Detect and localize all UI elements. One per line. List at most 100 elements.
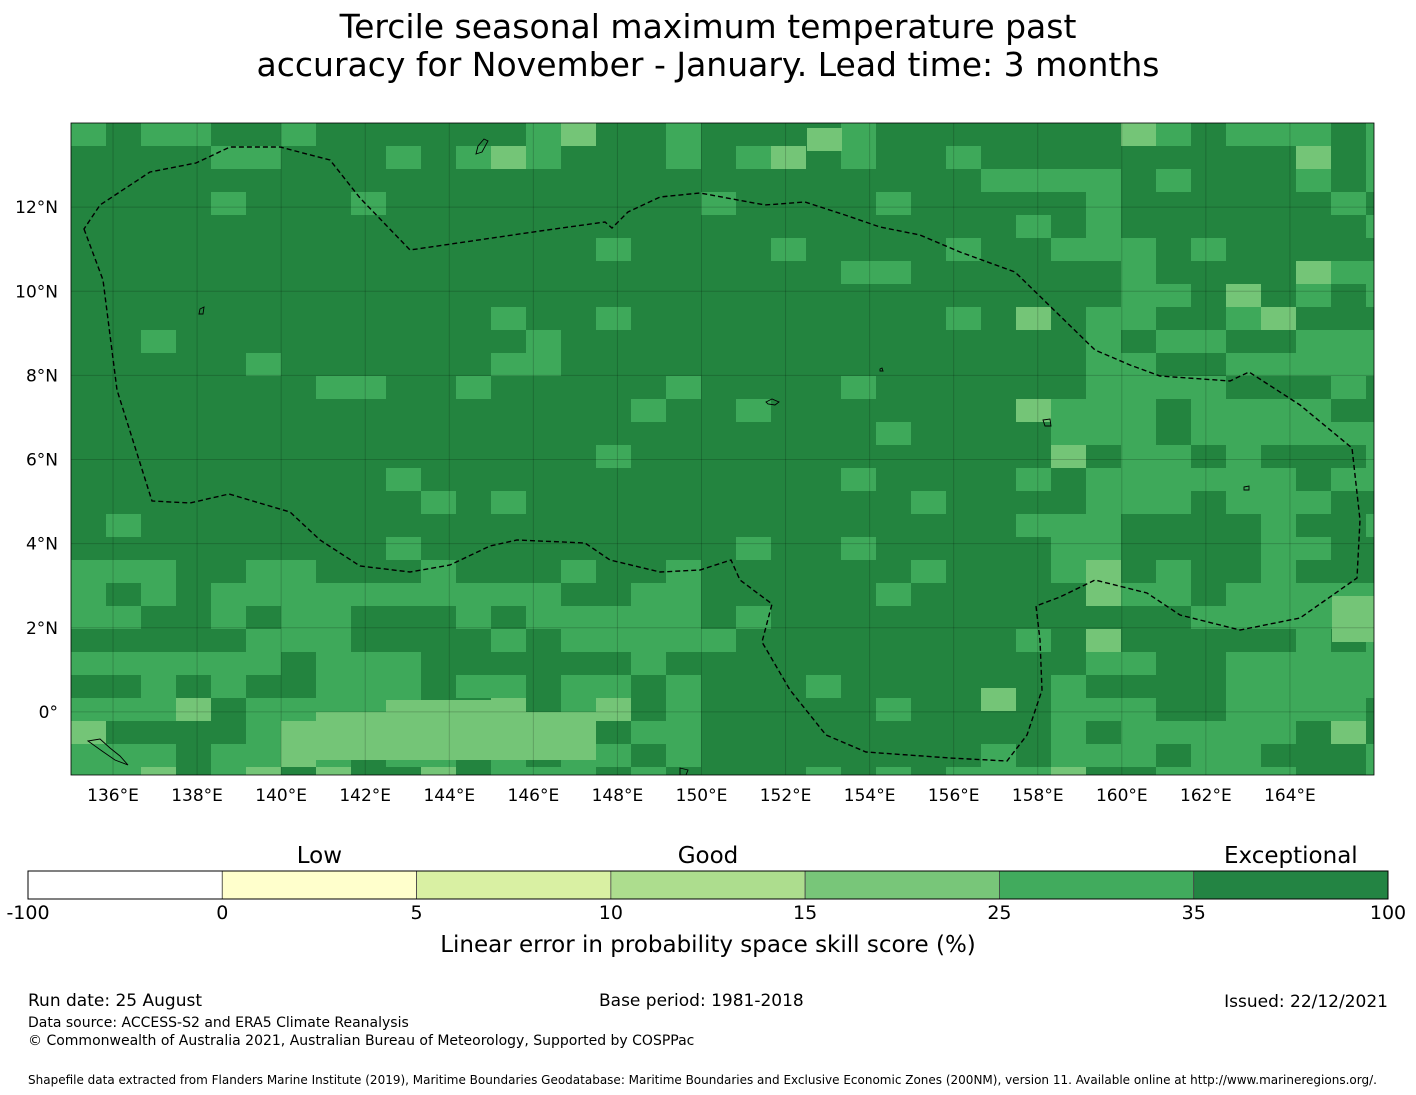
island-outline bbox=[765, 398, 780, 406]
skill-cell bbox=[1156, 330, 1191, 353]
skill-cell bbox=[71, 606, 106, 629]
skill-cell bbox=[1051, 721, 1086, 744]
skill-cell bbox=[1261, 422, 1296, 445]
skill-cell bbox=[1121, 123, 1156, 146]
y-tick-label: 10°N bbox=[15, 282, 58, 302]
skill-cell bbox=[1086, 330, 1121, 353]
skill-cell bbox=[491, 307, 526, 330]
skill-cell bbox=[1226, 698, 1261, 721]
skill-cell bbox=[1226, 284, 1261, 307]
skill-cell bbox=[631, 767, 666, 775]
skill-cell bbox=[1226, 123, 1261, 146]
x-tick-label: 142°E bbox=[339, 786, 391, 806]
skill-cell bbox=[491, 491, 526, 514]
skill-cell bbox=[596, 445, 631, 468]
colorbar-bin bbox=[416, 870, 612, 900]
skill-cell bbox=[1226, 583, 1261, 606]
skill-cell bbox=[421, 767, 456, 775]
skill-cell bbox=[1121, 744, 1156, 767]
y-axis: 12°N 10°N 8°N 6°N 4°N 2°N 0° bbox=[15, 198, 58, 723]
skill-cell bbox=[1366, 744, 1374, 767]
skill-cell bbox=[1226, 652, 1261, 675]
skill-cell bbox=[1191, 330, 1226, 353]
skill-cell bbox=[1366, 468, 1374, 491]
skill-cell bbox=[1051, 744, 1086, 767]
skill-cell bbox=[1191, 606, 1226, 629]
skill-cell bbox=[1051, 514, 1086, 537]
skill-cell bbox=[1366, 330, 1374, 353]
island-outline bbox=[1042, 418, 1052, 427]
skill-cell bbox=[561, 629, 596, 652]
skill-cell bbox=[596, 307, 631, 330]
colorbar-tick-label: 15 bbox=[793, 902, 818, 924]
skill-cell bbox=[316, 675, 351, 698]
skill-cell bbox=[1331, 353, 1366, 376]
skill-cell bbox=[1051, 675, 1086, 698]
skill-cell bbox=[351, 583, 386, 606]
skill-cell bbox=[1086, 698, 1121, 721]
colorbar-title: Linear error in probability space skill … bbox=[440, 932, 976, 958]
skill-cell bbox=[1191, 238, 1226, 261]
skill-cell bbox=[596, 698, 631, 721]
category-label-good: Good bbox=[677, 843, 739, 869]
skill-cell bbox=[526, 353, 561, 376]
skill-cell bbox=[596, 238, 631, 261]
skill-cell bbox=[666, 583, 701, 606]
skill-cell bbox=[1226, 468, 1261, 491]
skill-cell bbox=[1331, 422, 1366, 445]
skill-cell bbox=[596, 675, 631, 698]
skill-cell bbox=[316, 652, 351, 675]
skill-cell bbox=[1296, 353, 1331, 376]
skill-cell bbox=[106, 560, 141, 583]
skill-cell bbox=[211, 767, 246, 775]
skill-cell bbox=[1121, 468, 1156, 491]
skill-cell bbox=[1366, 583, 1374, 606]
skill-cell bbox=[1086, 514, 1121, 537]
skill-cell bbox=[1296, 284, 1331, 307]
skill-cell bbox=[211, 744, 246, 767]
skill-cell bbox=[106, 652, 141, 675]
skill-cell bbox=[736, 146, 771, 169]
skill-cell bbox=[1331, 330, 1366, 353]
skill-cell bbox=[1226, 491, 1261, 514]
skill-cell bbox=[141, 675, 176, 698]
x-tick-label: 152°E bbox=[760, 786, 812, 806]
skill-cell bbox=[1331, 376, 1366, 399]
skill-cell bbox=[526, 330, 561, 353]
skill-cell bbox=[1296, 422, 1331, 445]
x-tick-label: 136°E bbox=[87, 786, 139, 806]
skill-cell bbox=[71, 744, 106, 767]
skill-cell bbox=[1121, 399, 1156, 422]
skill-cell bbox=[141, 744, 176, 767]
skill-cell bbox=[491, 353, 526, 376]
copyright-notice: © Commonwealth of Australia 2021, Austra… bbox=[28, 1033, 695, 1049]
skill-cell bbox=[246, 721, 281, 744]
skill-cell bbox=[631, 399, 666, 422]
skill-cell bbox=[1296, 675, 1331, 698]
x-tick-label: 144°E bbox=[423, 786, 475, 806]
skill-cell bbox=[1296, 583, 1331, 606]
base-period: Base period: 1981-2018 bbox=[599, 991, 804, 1011]
skill-cell bbox=[1296, 652, 1331, 675]
skill-cell bbox=[561, 560, 596, 583]
skill-cell bbox=[1051, 698, 1086, 721]
skill-cell bbox=[1331, 721, 1366, 744]
skill-cell bbox=[246, 629, 281, 652]
skill-cell bbox=[71, 721, 106, 744]
eez-boundary bbox=[83, 146, 1361, 762]
skill-cell bbox=[316, 629, 351, 652]
map-title-line-1: Tercile seasonal maximum temperature pas… bbox=[339, 7, 1077, 46]
y-tick-label: 4°N bbox=[26, 535, 58, 555]
skill-cell bbox=[1156, 560, 1191, 583]
skill-cell bbox=[526, 146, 561, 169]
skill-cell bbox=[807, 128, 842, 151]
skill-cell bbox=[631, 583, 666, 606]
skill-cell bbox=[456, 146, 491, 169]
x-tick-label: 140°E bbox=[255, 786, 307, 806]
y-tick-label: 2°N bbox=[26, 619, 58, 639]
skill-cell bbox=[1156, 445, 1191, 468]
skill-cell bbox=[176, 123, 211, 146]
skill-cell bbox=[666, 675, 701, 698]
skill-cell bbox=[281, 721, 316, 744]
skill-cell bbox=[246, 698, 281, 721]
